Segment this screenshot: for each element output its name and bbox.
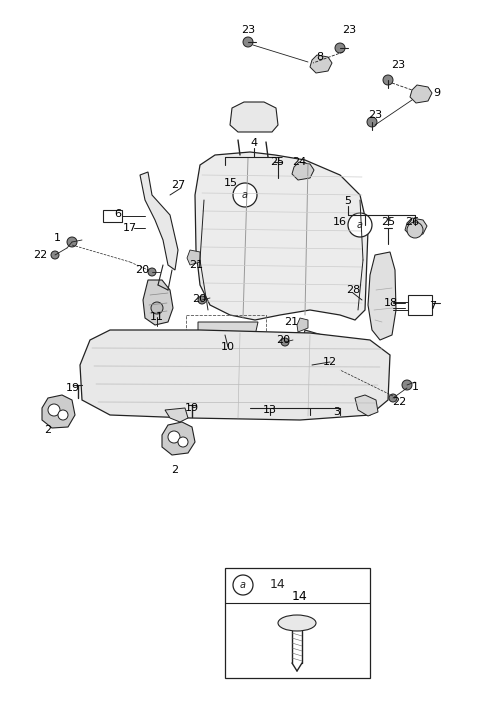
- Circle shape: [233, 575, 253, 595]
- Polygon shape: [355, 395, 378, 416]
- Polygon shape: [143, 280, 173, 325]
- Text: a: a: [357, 220, 363, 230]
- Polygon shape: [300, 330, 327, 374]
- Text: 1: 1: [411, 382, 419, 392]
- Text: 16: 16: [333, 217, 347, 227]
- Polygon shape: [195, 152, 368, 320]
- Circle shape: [51, 251, 59, 259]
- Text: 23: 23: [391, 60, 405, 70]
- Text: 25: 25: [270, 157, 284, 167]
- Text: 15: 15: [224, 178, 238, 188]
- Text: 21: 21: [284, 317, 298, 327]
- Text: 6: 6: [115, 209, 121, 219]
- Circle shape: [198, 296, 206, 304]
- Circle shape: [307, 350, 317, 360]
- Polygon shape: [42, 395, 75, 428]
- Text: 23: 23: [342, 25, 356, 35]
- Circle shape: [407, 222, 423, 238]
- Text: 4: 4: [251, 138, 258, 148]
- Polygon shape: [405, 218, 427, 236]
- Circle shape: [178, 437, 188, 447]
- Circle shape: [348, 213, 372, 237]
- Circle shape: [243, 37, 253, 47]
- Circle shape: [389, 394, 397, 402]
- Text: 20: 20: [192, 294, 206, 304]
- Polygon shape: [410, 85, 432, 103]
- Text: 20: 20: [276, 335, 290, 345]
- Text: 11: 11: [150, 312, 164, 322]
- Text: 9: 9: [433, 88, 441, 98]
- Polygon shape: [165, 408, 188, 422]
- Text: 19: 19: [66, 383, 80, 393]
- Circle shape: [281, 338, 289, 346]
- Text: 14: 14: [270, 579, 286, 591]
- Text: 22: 22: [33, 250, 47, 260]
- Text: 17: 17: [123, 223, 137, 233]
- Text: 22: 22: [392, 397, 406, 407]
- Polygon shape: [162, 422, 195, 455]
- Text: 10: 10: [221, 342, 235, 352]
- Polygon shape: [297, 318, 308, 332]
- Bar: [186, 315, 266, 365]
- Text: 2: 2: [45, 425, 51, 435]
- Text: 26: 26: [405, 217, 419, 227]
- Polygon shape: [292, 162, 314, 180]
- Text: 23: 23: [368, 110, 382, 120]
- Circle shape: [67, 237, 77, 247]
- Circle shape: [148, 268, 156, 276]
- Circle shape: [168, 431, 180, 443]
- Text: 19: 19: [185, 403, 199, 413]
- Text: 5: 5: [345, 196, 351, 206]
- Circle shape: [335, 43, 345, 53]
- Circle shape: [151, 302, 163, 314]
- Text: 8: 8: [316, 52, 324, 62]
- Polygon shape: [198, 322, 258, 358]
- Polygon shape: [103, 210, 122, 222]
- Circle shape: [367, 117, 377, 127]
- Text: 24: 24: [292, 157, 306, 167]
- Text: 14: 14: [292, 589, 308, 603]
- Text: a: a: [242, 190, 248, 200]
- Text: 20: 20: [135, 265, 149, 275]
- Text: 21: 21: [189, 260, 203, 270]
- Ellipse shape: [278, 615, 316, 631]
- Polygon shape: [187, 250, 200, 265]
- Text: 18: 18: [384, 298, 398, 308]
- Text: 3: 3: [334, 407, 340, 417]
- Circle shape: [58, 410, 68, 420]
- Polygon shape: [140, 172, 178, 270]
- Text: 23: 23: [241, 25, 255, 35]
- Text: 1: 1: [53, 233, 60, 243]
- Text: 13: 13: [263, 405, 277, 415]
- Text: a: a: [240, 580, 246, 590]
- Circle shape: [233, 183, 257, 207]
- Text: 25: 25: [381, 217, 395, 227]
- Text: 28: 28: [346, 285, 360, 295]
- Text: 12: 12: [323, 357, 337, 367]
- Polygon shape: [80, 330, 390, 420]
- Text: 7: 7: [430, 301, 437, 311]
- Text: 27: 27: [171, 180, 185, 190]
- Circle shape: [383, 75, 393, 85]
- Polygon shape: [408, 295, 432, 315]
- Polygon shape: [310, 55, 332, 73]
- Polygon shape: [230, 102, 278, 132]
- Text: 2: 2: [171, 465, 179, 475]
- Circle shape: [402, 380, 412, 390]
- Polygon shape: [368, 252, 396, 340]
- Circle shape: [48, 404, 60, 416]
- Bar: [225, 568, 370, 678]
